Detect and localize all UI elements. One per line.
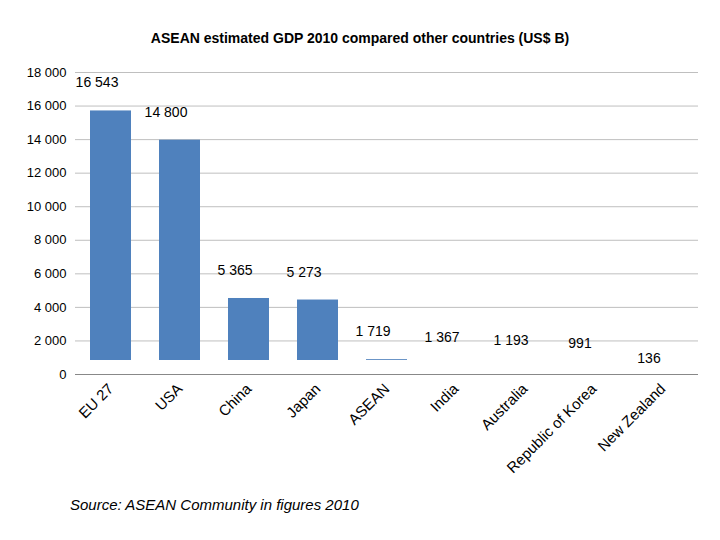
svg-text:991: 991 [568, 335, 592, 351]
svg-text:8 000: 8 000 [34, 232, 67, 247]
svg-text:China: China [215, 379, 255, 419]
svg-text:USA: USA [152, 380, 186, 414]
svg-text:16 543: 16 543 [76, 74, 119, 90]
svg-text:18 000: 18 000 [27, 65, 67, 80]
svg-text:12 000: 12 000 [27, 165, 67, 180]
svg-text:Australia: Australia [477, 379, 531, 433]
svg-text:1 367: 1 367 [424, 329, 459, 345]
svg-text:14 800: 14 800 [145, 104, 188, 120]
svg-text:5 365: 5 365 [217, 262, 252, 278]
svg-text:1 719: 1 719 [355, 323, 390, 339]
svg-text:India: India [426, 379, 461, 414]
svg-text:Japan: Japan [283, 380, 324, 421]
svg-text:10 000: 10 000 [27, 199, 67, 214]
svg-text:2 000: 2 000 [34, 333, 67, 348]
svg-text:0: 0 [59, 367, 66, 382]
svg-text:Republic of Korea: Republic of Korea [503, 379, 600, 476]
svg-text:5 273: 5 273 [286, 264, 321, 280]
svg-text:136: 136 [637, 350, 661, 366]
svg-text:4 000: 4 000 [34, 300, 67, 315]
svg-text:New Zealand: New Zealand [594, 380, 669, 455]
svg-text:14 000: 14 000 [27, 132, 67, 147]
svg-text:6 000: 6 000 [34, 266, 67, 281]
svg-text:16 000: 16 000 [27, 98, 67, 113]
svg-text:EU 27: EU 27 [75, 380, 117, 422]
svg-text:1 193: 1 193 [493, 332, 528, 348]
html-text:ASEAN estimated GDP 2010 compa: ASEAN estimated GDP 2010 compared other … [150, 30, 570, 46]
html-text:Source: ASEAN Community in fig: Source: ASEAN Community in figures 2010 [70, 496, 359, 513]
svg-text:ASEAN: ASEAN [345, 380, 393, 428]
